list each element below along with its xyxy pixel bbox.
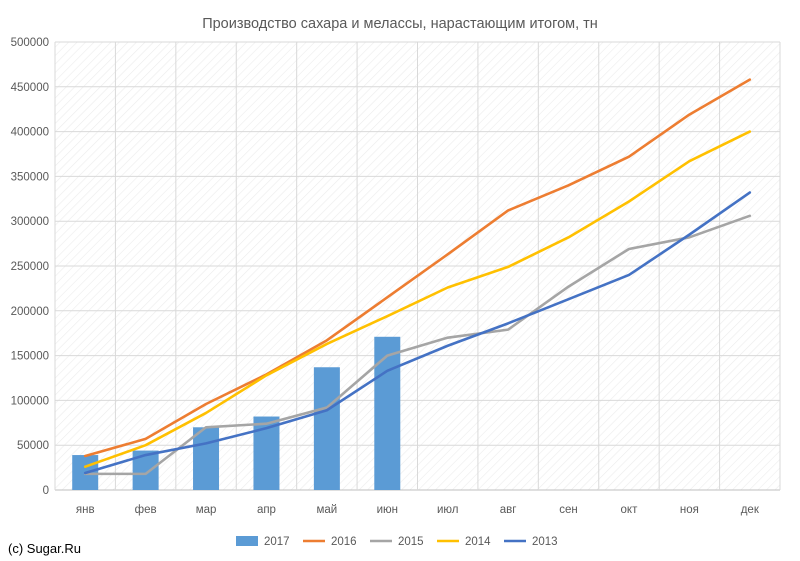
- line-series-2015: [83, 214, 752, 476]
- line-series-2016: [83, 78, 752, 458]
- x-tick-label: июн: [377, 504, 398, 516]
- x-tick-label: фев: [135, 504, 157, 516]
- legend-label-2013: 2013: [532, 536, 558, 548]
- legend-label-2015: 2015: [398, 536, 424, 548]
- legend-label-2014: 2014: [465, 536, 491, 548]
- legend-label-2016: 2016: [331, 536, 357, 548]
- legend-label-2017: 2017: [264, 536, 290, 548]
- bar-2017-мар: [193, 427, 220, 490]
- x-tick-label: апр: [257, 504, 276, 516]
- line-series-2013: [83, 191, 752, 475]
- x-tick-label: авг: [500, 504, 517, 516]
- line-series: [83, 78, 752, 476]
- y-tick-label: 500000: [11, 37, 49, 49]
- y-tick-label: 100000: [11, 395, 49, 407]
- x-axis-ticks: янв фев мар апр май июн июл авг сен окт ноя дек: [76, 504, 760, 516]
- y-tick-label: 150000: [11, 351, 49, 363]
- y-tick-label: 50000: [17, 440, 49, 452]
- gridlines: [54, 41, 781, 491]
- x-tick-label: сен: [559, 504, 578, 516]
- y-tick-label: 200000: [11, 306, 49, 318]
- line-series-2014: [83, 130, 752, 469]
- x-tick-label: май: [317, 504, 338, 516]
- x-tick-label: мар: [196, 504, 217, 516]
- credit-text: (c) Sugar.Ru: [8, 541, 81, 556]
- y-axis-ticks: 0 50000 100000 150000 200000 250000 300000 3500…: [11, 37, 49, 497]
- y-tick-label: 450000: [11, 82, 49, 94]
- y-tick-label: 250000: [11, 261, 49, 273]
- chart-title: Производство сахара и мелассы, нарастающ…: [202, 16, 598, 32]
- y-tick-label: 350000: [11, 171, 49, 183]
- legend-swatch-2017: [236, 536, 258, 546]
- bar-2017-июн: [374, 336, 401, 490]
- x-tick-label: янв: [76, 504, 95, 516]
- y-tick-label: 0: [43, 485, 49, 497]
- x-tick-label: дек: [741, 504, 760, 516]
- legend: 2017 2016 2015 2014 2013: [236, 536, 558, 548]
- y-tick-label: 400000: [11, 127, 49, 139]
- bar-2017-май: [313, 367, 340, 490]
- x-tick-label: ноя: [680, 504, 699, 516]
- x-tick-label: окт: [621, 504, 639, 516]
- y-tick-label: 300000: [11, 216, 49, 228]
- x-tick-label: июл: [437, 504, 459, 516]
